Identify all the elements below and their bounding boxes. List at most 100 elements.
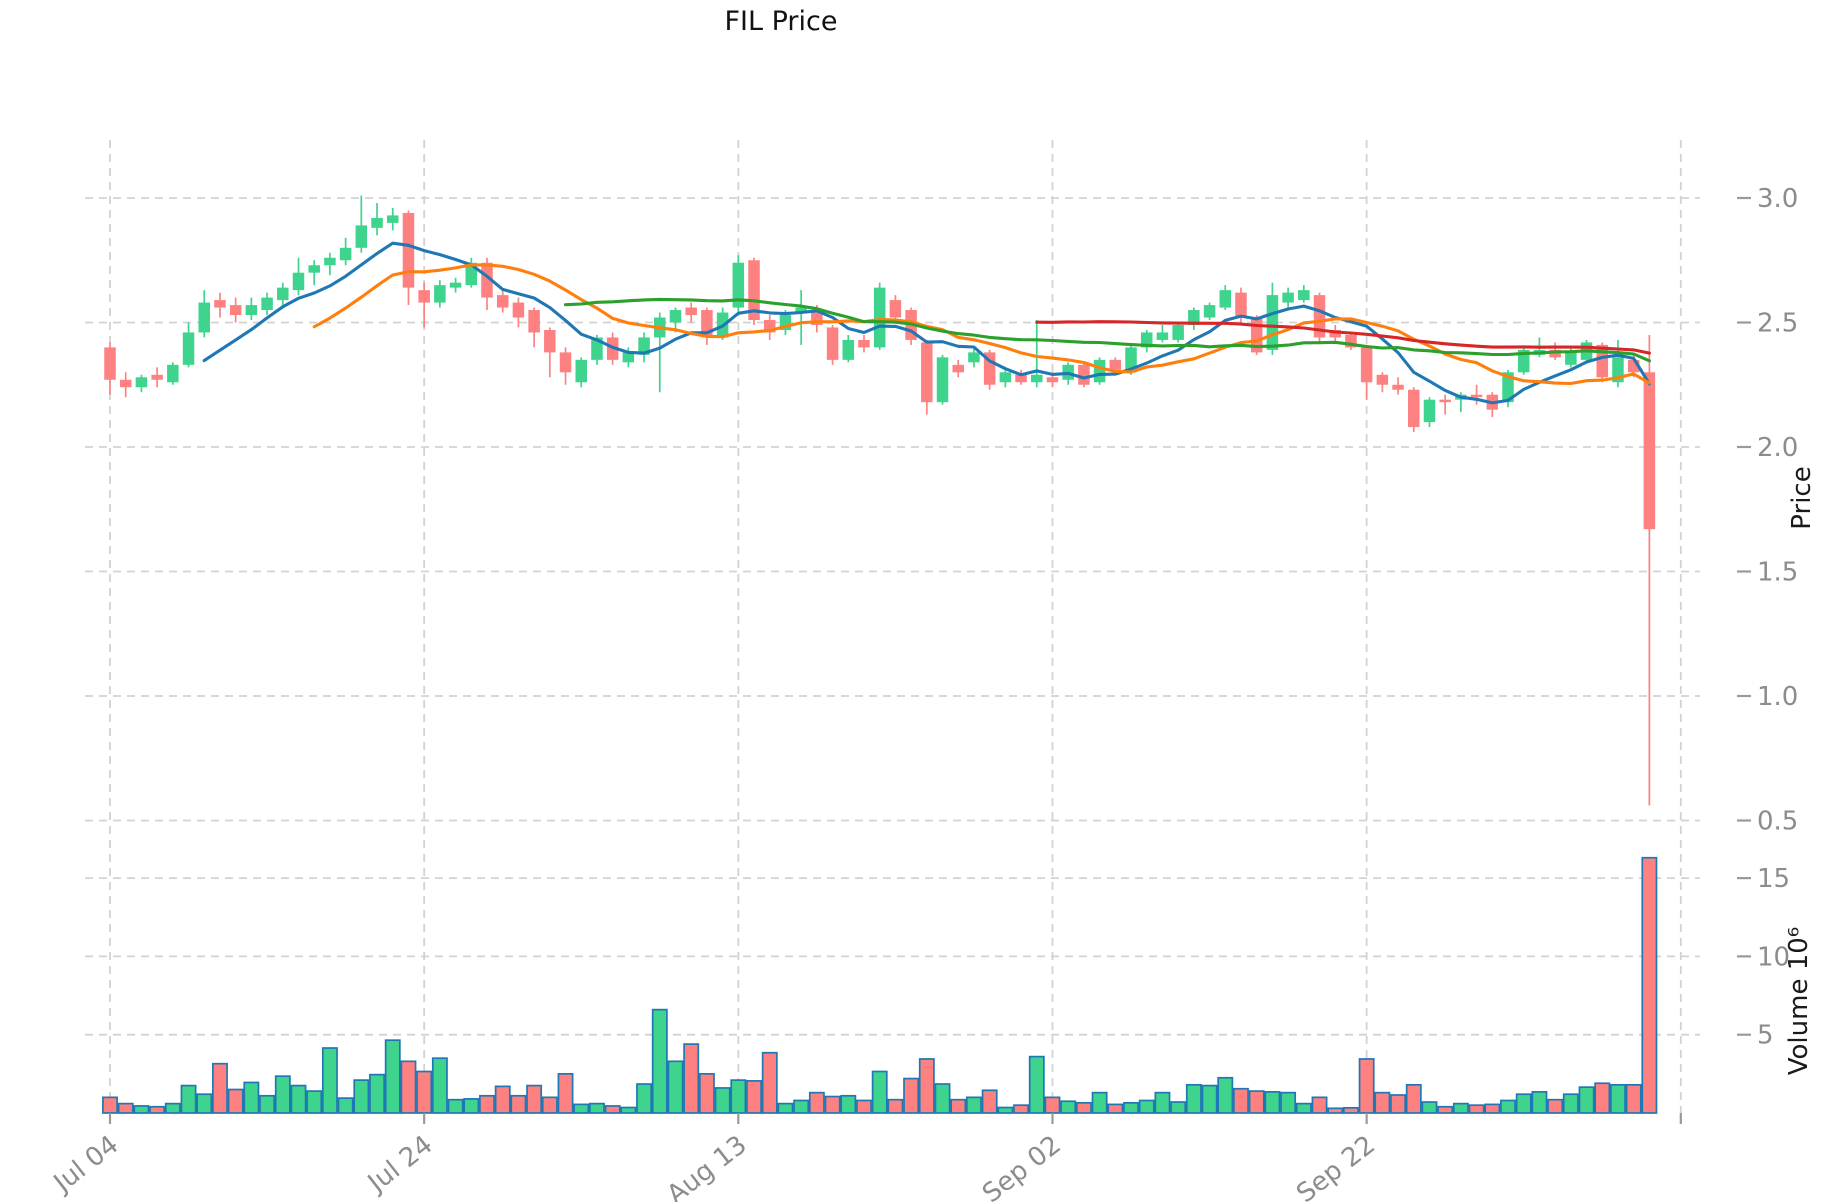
volume-bar: [1123, 1101, 1139, 1114]
volume-bar: [636, 1083, 653, 1114]
volume-bar: [903, 1077, 920, 1114]
candle-body: [1549, 349, 1561, 358]
x-tick-label: Aug 13: [662, 1130, 753, 1202]
volume-bar: [353, 1079, 370, 1114]
candle-body: [1439, 399, 1451, 403]
candle-body: [952, 364, 964, 373]
candle-body: [167, 364, 179, 383]
x-tick-label: Jul 24: [361, 1130, 438, 1200]
candle-body: [339, 247, 352, 261]
candle-body: [1078, 364, 1090, 385]
volume-bar: [259, 1094, 276, 1114]
volume-bar: [1280, 1091, 1297, 1114]
candle-body: [968, 352, 980, 363]
volume-bar: [1233, 1087, 1249, 1114]
volume-tick-label: 10: [1757, 942, 1790, 972]
volume-bar: [557, 1072, 574, 1114]
sma14-line: [312, 263, 1651, 386]
volume-bars-layer: [102, 856, 1658, 1114]
x-tick-label: Jul 04: [47, 1130, 124, 1200]
candle-body: [1360, 347, 1373, 383]
price-tick-label: 1.0: [1757, 682, 1798, 712]
volume-bar: [1295, 1102, 1312, 1114]
candle-body: [1517, 349, 1530, 373]
volume-bar: [573, 1103, 590, 1114]
x-tick-label: Sep 02: [977, 1130, 1067, 1202]
sma60-line: [1035, 320, 1651, 355]
candles-layer: [104, 195, 1656, 806]
volume-bar: [274, 1075, 291, 1114]
candle-body: [512, 302, 525, 318]
volume-bar: [1468, 1104, 1485, 1114]
volume-bar: [1075, 1101, 1092, 1114]
volume-bar: [1201, 1084, 1218, 1114]
volume-bar: [431, 1057, 448, 1114]
candle-body: [1093, 359, 1106, 383]
candle-body: [198, 302, 210, 333]
candle-body: [889, 300, 902, 318]
candle-body: [1345, 334, 1357, 348]
volume-bar: [1452, 1102, 1469, 1114]
candle-body: [1140, 332, 1153, 348]
volume-bar: [1060, 1100, 1077, 1114]
candle-body: [1565, 352, 1577, 365]
candle-body: [261, 297, 273, 311]
volume-bar: [1091, 1091, 1108, 1114]
sma7-line: [202, 241, 1651, 405]
volume-bar: [840, 1094, 857, 1114]
candle-body: [324, 257, 336, 266]
candle-body: [1376, 374, 1389, 385]
volume-bar: [1484, 1103, 1501, 1114]
candle-body: [1156, 332, 1169, 340]
price-tick-label: 0.5: [1757, 807, 1798, 837]
candle-body: [1408, 389, 1420, 428]
candle-body: [1266, 295, 1279, 350]
candle-body: [1172, 324, 1184, 340]
volume-bar: [1421, 1101, 1438, 1114]
volume-bar: [856, 1099, 872, 1114]
volume-bar: [950, 1098, 967, 1114]
volume-bar: [1185, 1083, 1202, 1114]
volume-bar: [761, 1051, 778, 1114]
candle-body: [748, 260, 760, 321]
candle-body: [418, 290, 430, 303]
volume-bar: [1562, 1093, 1579, 1114]
volume-bar: [227, 1088, 244, 1114]
candle-body: [559, 352, 572, 373]
volume-bar: [667, 1060, 684, 1114]
candle-body: [669, 310, 682, 323]
volume-bar: [620, 1106, 637, 1114]
candle-body: [1125, 347, 1137, 373]
volume-bar: [1531, 1091, 1548, 1114]
candle-body: [214, 300, 226, 308]
volume-bar: [1390, 1094, 1407, 1114]
candle-body: [779, 315, 792, 330]
candle-body: [1596, 344, 1609, 378]
volume-bar: [133, 1105, 150, 1114]
price-axis-label: Price: [1787, 466, 1817, 530]
volume-tick-label: 5: [1757, 1021, 1774, 1051]
candle-body: [1643, 372, 1656, 530]
volume-bar: [384, 1039, 401, 1114]
volume-bar: [1028, 1055, 1045, 1114]
volume-bar: [306, 1090, 323, 1114]
candle-body: [1392, 384, 1404, 390]
price-tick-label: 2.5: [1757, 309, 1798, 339]
volume-bar: [1311, 1096, 1328, 1114]
candle-body: [591, 337, 603, 360]
candle-body: [402, 212, 415, 288]
candle-body: [1470, 394, 1483, 398]
candle-body: [1298, 290, 1310, 301]
volume-bar: [180, 1084, 197, 1114]
volume-bar: [588, 1102, 605, 1114]
volume-bar: [526, 1084, 543, 1114]
volume-bar: [1264, 1091, 1281, 1114]
candle-body: [355, 225, 368, 248]
candle-body: [1203, 305, 1216, 318]
volume-bar: [321, 1047, 338, 1114]
candle-body: [1219, 290, 1232, 308]
candle-body: [921, 342, 933, 403]
volume-bar: [808, 1091, 825, 1114]
volume-tick-label: 15: [1757, 864, 1790, 894]
candle-body: [1046, 377, 1059, 383]
